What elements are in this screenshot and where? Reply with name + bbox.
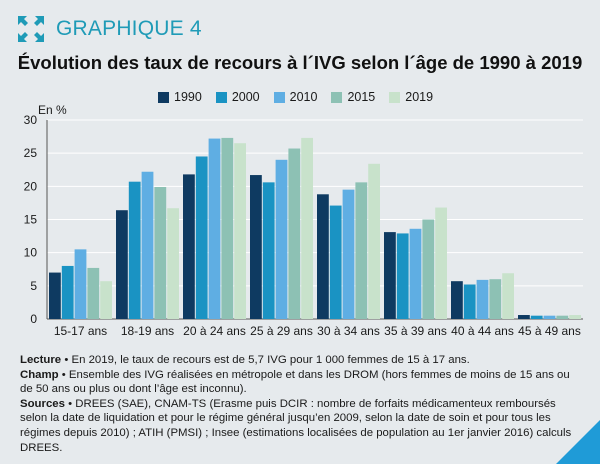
bar-1990-0	[49, 272, 61, 319]
bar-2019-3	[301, 137, 313, 319]
legend-item-2010: 2010	[273, 90, 318, 104]
bar-2010-2	[208, 138, 221, 319]
note-lecture-label: Lecture	[20, 354, 62, 366]
bar-2019-5	[435, 207, 447, 319]
bar-1990-1	[116, 210, 128, 319]
note-lecture-text: • En 2019, le taux de recours est de 5,7…	[61, 354, 470, 366]
legend-swatch-2010	[273, 91, 285, 103]
x-tick-label-0: 15-17 ans	[54, 324, 107, 338]
bar-2000-0	[61, 265, 74, 319]
bar-2015-5	[422, 219, 435, 319]
x-tick-label-3: 25 à 29 ans	[250, 324, 313, 338]
legend-swatch-2000	[215, 91, 227, 103]
bar-2015-3	[288, 148, 301, 319]
bar-2010-0	[74, 249, 87, 319]
legend-item-2000: 2000	[215, 90, 260, 104]
bar-1990-2	[183, 174, 195, 319]
expand-arrows-icon[interactable]	[18, 16, 44, 42]
y-tick-label-30: 30	[24, 113, 38, 127]
x-tick-label-2: 20 à 24 ans	[183, 324, 246, 338]
y-tick-label-15: 15	[24, 213, 38, 227]
bar-2015-7	[556, 315, 569, 319]
y-axis-label: En %	[38, 103, 67, 117]
bar-2019-6	[502, 273, 514, 319]
legend-label-2000: 2000	[231, 90, 260, 104]
note-champ-label: Champ	[20, 368, 59, 381]
bar-chart: En % 0 5 10 15 20 25 30 15-17 ans 18-19 ans 20 à 2…	[24, 103, 583, 338]
bar-2010-1	[141, 171, 154, 319]
legend-label-2015: 2015	[347, 90, 376, 104]
bar-2010-6	[476, 279, 489, 319]
y-tick-label-5: 5	[30, 279, 37, 293]
note-sources-label: Sources	[20, 397, 65, 410]
bar-2019-0	[100, 281, 112, 319]
legend-label-2010: 2010	[289, 90, 318, 104]
legend-swatch-1990	[158, 91, 169, 103]
legend-label-1990: 1990	[174, 90, 202, 104]
bar-2000-6	[463, 284, 476, 319]
legend-label-2019: 2019	[405, 90, 434, 104]
bar-2019-2	[234, 143, 246, 319]
bar-2000-4	[329, 205, 342, 319]
bar-2010-3	[275, 159, 288, 319]
bar-2000-1	[128, 181, 141, 319]
chart-title: Évolution des taux de recours à l´IVG se…	[17, 52, 583, 73]
bar-1990-4	[317, 194, 329, 319]
bar-2000-5	[396, 233, 409, 319]
legend-swatch-2015	[331, 91, 343, 103]
bar-2019-4	[368, 163, 380, 319]
corner-triangle	[556, 420, 600, 464]
x-tick-label-7: 45 à 49 ans	[518, 324, 581, 338]
bar-2010-5	[409, 228, 422, 319]
x-tick-label-5: 35 à 39 ans	[384, 324, 447, 338]
legend-item-2015: 2015	[331, 90, 375, 104]
note-lecture: Lecture • En 2019, le taux de recours es…	[20, 353, 580, 368]
figure-label: GRAPHIQUE 4	[56, 17, 202, 40]
note-champ: Champ • Ensemble des IVG réalisées en mé…	[20, 368, 580, 397]
note-sources-text: • DREES (SAE), CNAM-TS (Erasme puis DCIR…	[20, 397, 572, 454]
bar-1990-3	[250, 175, 262, 319]
bar-2010-4	[342, 189, 355, 319]
y-tick-label-0: 0	[30, 312, 37, 326]
note-champ-text: • Ensemble des IVG réalisées en métropol…	[20, 368, 570, 396]
bar-2015-0	[87, 267, 100, 319]
x-tick-label-4: 30 à 34 ans	[317, 324, 380, 338]
bar-1990-5	[384, 232, 396, 319]
legend-item-2019: 2019	[389, 90, 433, 104]
y-tick-label-10: 10	[24, 246, 38, 260]
x-tick-label-1: 18-19 ans	[121, 324, 174, 338]
bar-2000-7	[530, 315, 543, 319]
bar-2000-2	[195, 156, 208, 319]
legend-swatch-2019	[389, 91, 401, 103]
figure-header: GRAPHIQUE 4	[18, 12, 202, 46]
note-sources: Sources • DREES (SAE), CNAM-TS (Erasme p…	[20, 397, 580, 455]
bar-2019-7	[569, 315, 581, 319]
bar-1990-7	[518, 315, 530, 319]
bar-2015-6	[489, 279, 502, 319]
bar-2010-7	[543, 315, 556, 319]
bar-2015-4	[355, 182, 368, 319]
y-tick-label-20: 20	[24, 179, 38, 193]
corner-decoration	[556, 420, 600, 464]
legend-item-1990: 1990	[158, 90, 202, 104]
x-tick-label-6: 40 à 44 ans	[451, 324, 514, 338]
bar-2015-2	[221, 137, 234, 319]
chart-notes: Lecture • En 2019, le taux de recours es…	[20, 353, 580, 455]
bar-2000-3	[262, 182, 275, 319]
bar-2015-1	[154, 186, 167, 319]
bar-2019-1	[167, 208, 179, 319]
bar-1990-6	[451, 281, 463, 319]
chart-legend: 1990 2000 2010 2015 2019	[158, 90, 433, 104]
y-tick-label-25: 25	[24, 146, 38, 160]
